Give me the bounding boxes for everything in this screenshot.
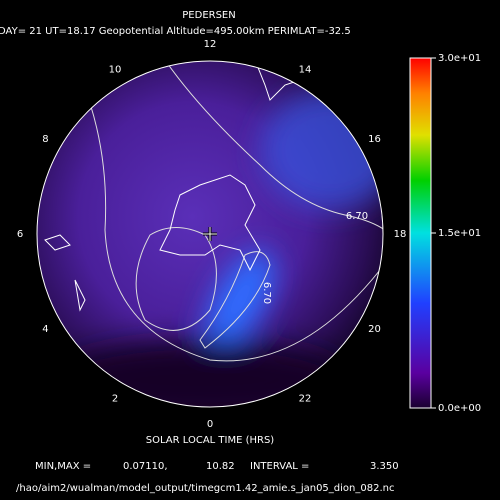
local-time-label: 18 (394, 229, 407, 240)
stats-value: 10.82 (206, 461, 235, 472)
local-time-label: 14 (299, 64, 312, 75)
local-time-label: 8 (42, 134, 48, 145)
local-time-label: 12 (204, 39, 217, 50)
local-time-label: 4 (42, 324, 48, 335)
local-time-label: 16 (368, 134, 381, 145)
stats-value: 3.350 (370, 461, 399, 472)
local-time-label: 10 (109, 64, 122, 75)
subtitle: DAY= 21 UT=18.17 Geopotential Altitude=4… (0, 26, 351, 37)
stats-value: 0.07110, (123, 461, 168, 472)
axis-label: SOLAR LOCAL TIME (HRS) (146, 435, 275, 446)
local-time-label: 22 (299, 394, 312, 405)
contour-label: 6.70 (261, 282, 272, 304)
local-time-label: 0 (207, 419, 213, 430)
stats-label: INTERVAL = (250, 461, 309, 472)
colorbar-tick-label: 1.5e+01 (438, 228, 481, 239)
local-time-label: 6 (17, 229, 23, 240)
title: PEDERSEN (182, 10, 235, 21)
colorbar-tick-label: 0.0e+00 (438, 403, 481, 414)
file-path: /hao/aim2/wualman/model_output/timegcm1.… (16, 483, 394, 494)
colorbar-tick-label: 3.0e+01 (438, 53, 481, 64)
colorbar (409, 57, 432, 409)
disk-border (36, 60, 384, 408)
disk (37, 61, 383, 407)
local-time-label: 20 (368, 324, 381, 335)
pole-marker (203, 227, 217, 241)
contour-label: 6.70 (346, 211, 368, 222)
stats-label: MIN,MAX = (35, 461, 91, 472)
local-time-label: 2 (112, 394, 118, 405)
